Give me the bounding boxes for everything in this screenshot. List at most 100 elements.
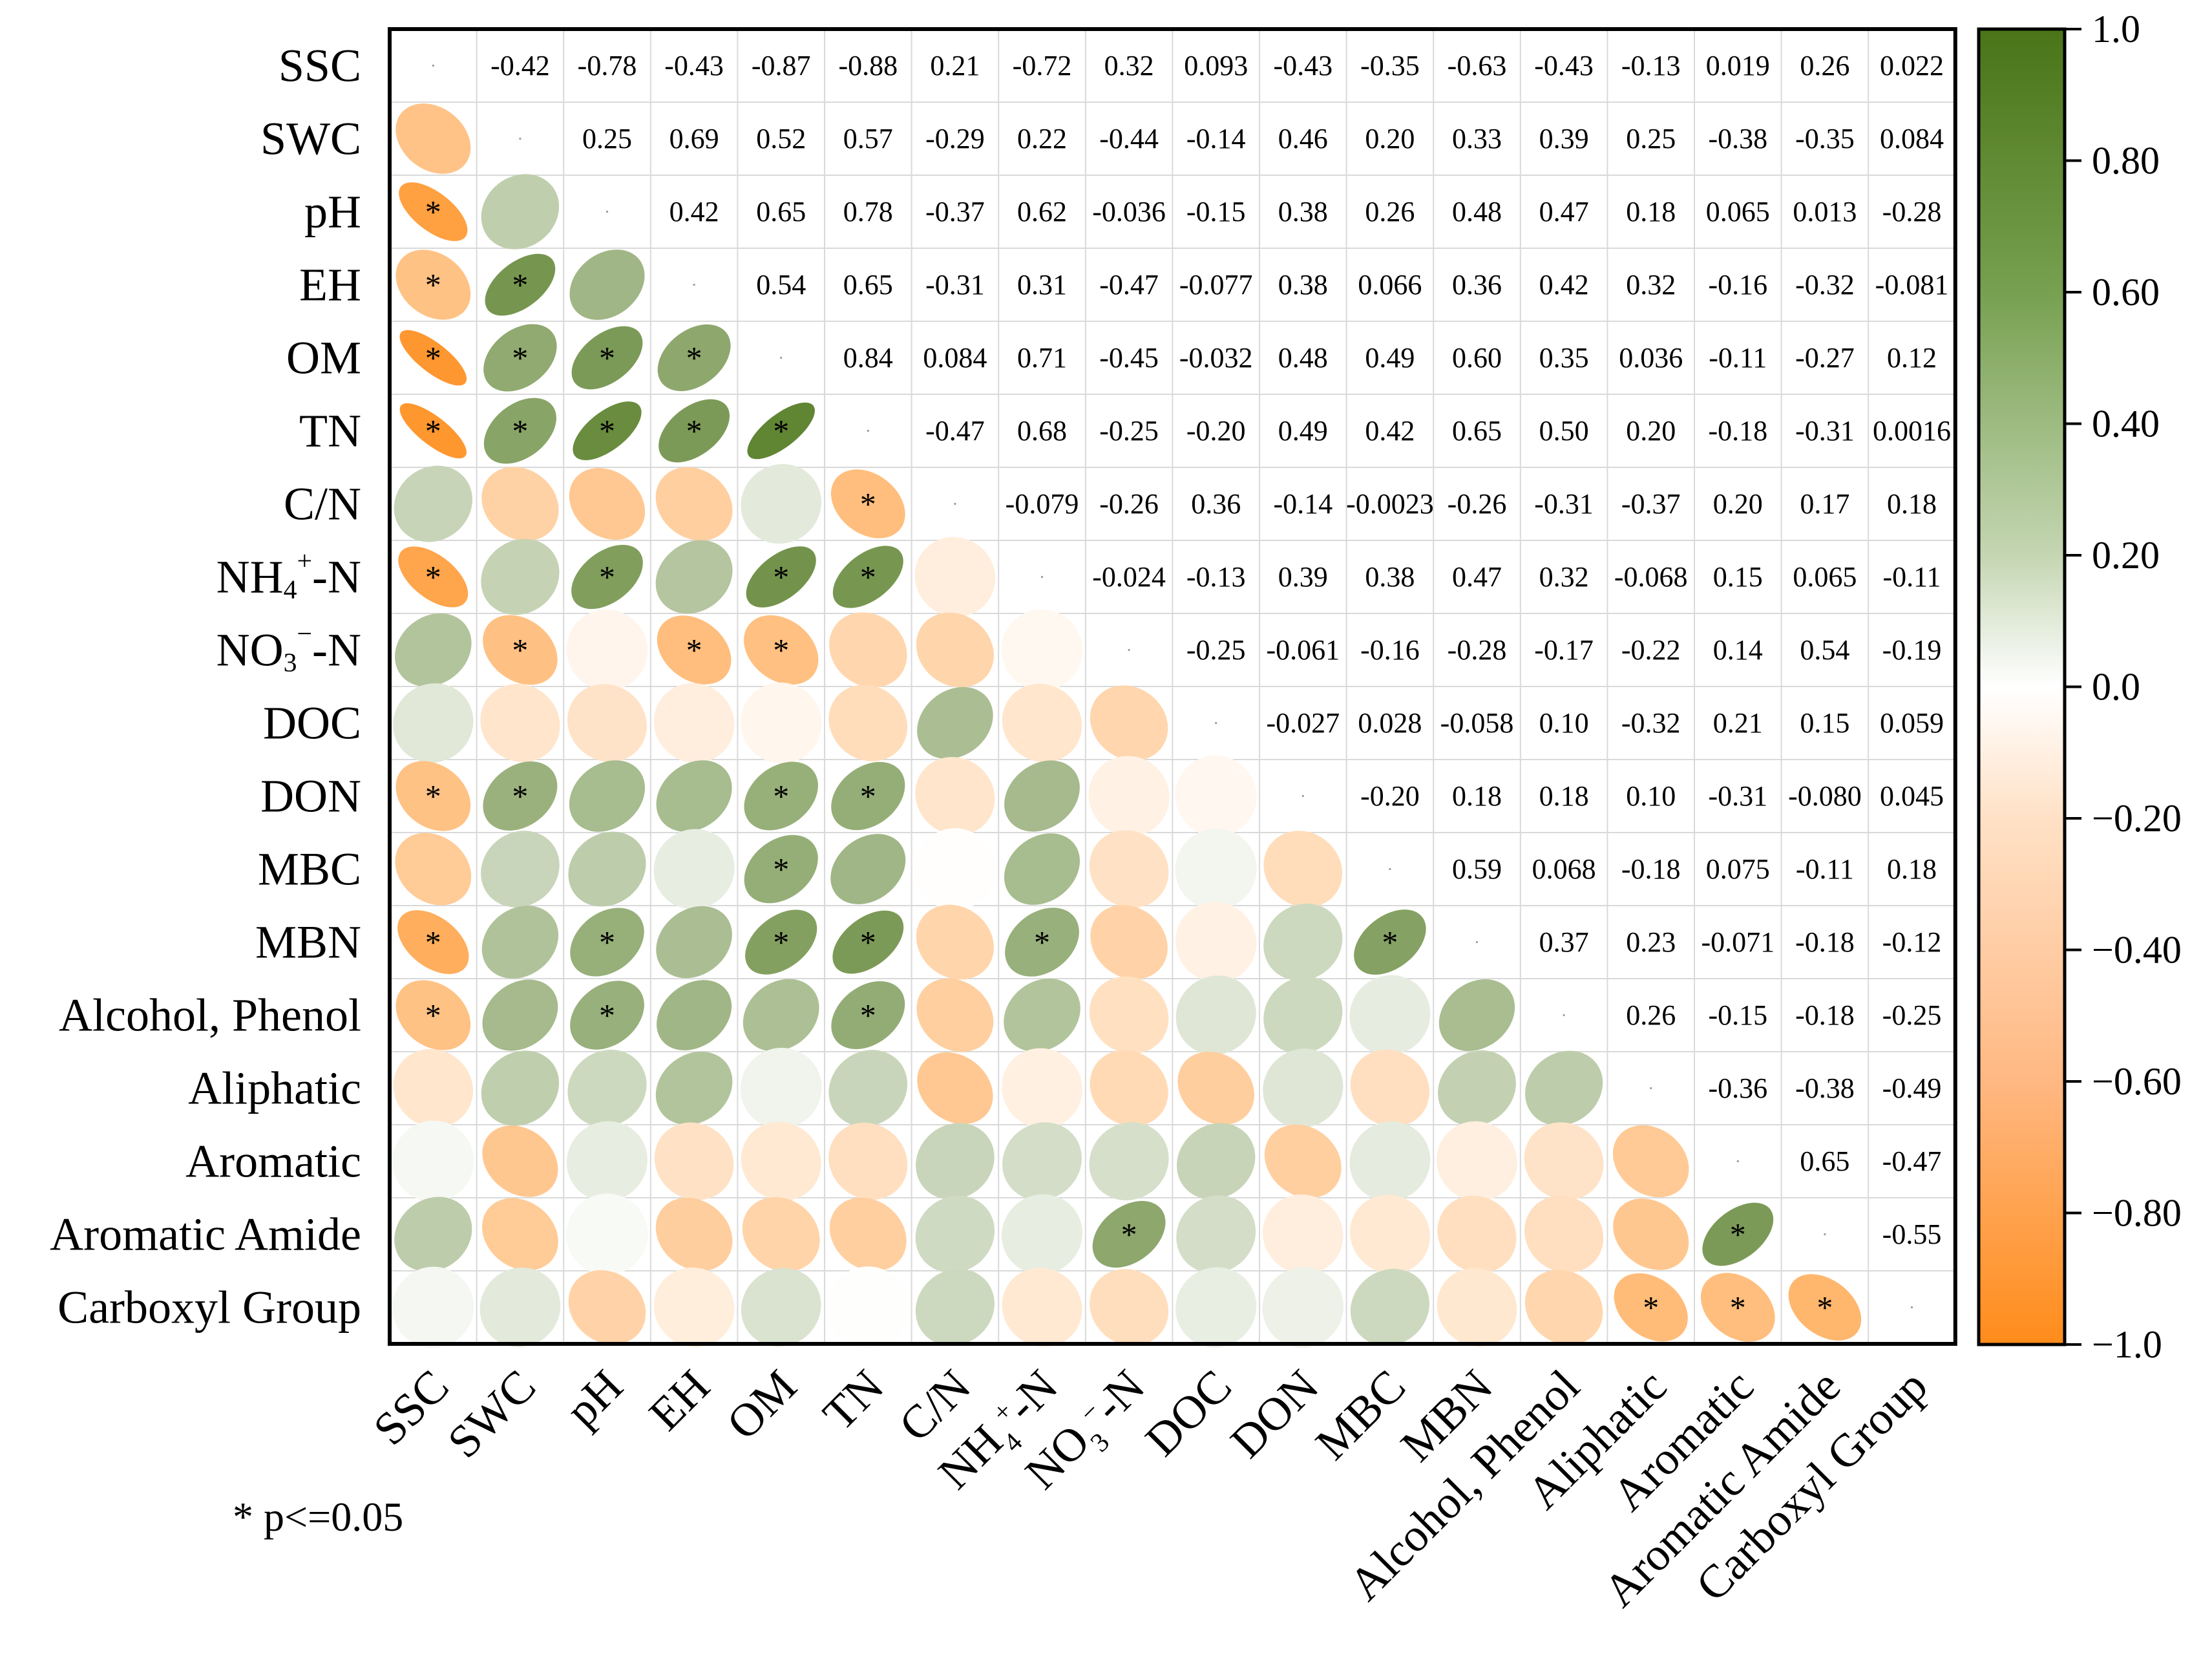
correlation-ellipse (399, 330, 467, 386)
significance-star: * (599, 413, 615, 449)
significance-star: * (773, 924, 789, 961)
correlation-value: -0.43 (664, 50, 724, 81)
correlation-ellipse (1349, 1195, 1430, 1274)
correlation-ellipse (1700, 1273, 1775, 1342)
correlation-value: 0.47 (1539, 196, 1589, 228)
significance-star: * (425, 559, 441, 595)
correlation-ellipse (398, 546, 469, 608)
diagonal-dot (432, 64, 434, 67)
correlation-value: -0.20 (1360, 780, 1420, 812)
correlation-ellipse (395, 250, 471, 320)
correlation-value: 0.065 (1793, 561, 1857, 593)
correlation-ellipse (1092, 1200, 1166, 1268)
correlation-ellipse (1525, 1050, 1603, 1126)
correlation-ellipse (916, 978, 994, 1052)
row-label: Aromatic Amide (50, 1209, 361, 1260)
correlation-ellipse (1438, 979, 1515, 1052)
correlation-value: 0.23 (1626, 926, 1676, 958)
correlation-value: -0.22 (1621, 634, 1681, 666)
correlation-ellipse (832, 546, 903, 608)
correlation-ellipse (744, 834, 818, 904)
correlation-ellipse (1524, 1122, 1604, 1200)
significance-star: * (599, 997, 615, 1034)
correlation-value: -0.31 (1534, 488, 1594, 520)
colorbar-tick-label: 0.80 (2092, 140, 2160, 182)
correlation-value: 0.38 (1365, 561, 1415, 593)
correlation-value: -0.25 (1186, 634, 1246, 666)
correlation-ellipse (1004, 760, 1080, 832)
colorbar-gradient (1977, 27, 2067, 1346)
correlation-value: 0.84 (843, 342, 893, 374)
significance-star: * (425, 267, 441, 303)
correlation-ellipse (395, 980, 471, 1050)
correlation-value: -0.72 (1013, 50, 1072, 81)
correlation-value: 0.60 (1452, 342, 1502, 374)
correlation-ellipse (1175, 902, 1257, 983)
correlation-ellipse (657, 980, 732, 1050)
correlation-ellipse (741, 1122, 821, 1201)
correlation-value: -0.35 (1360, 50, 1420, 81)
row-label: Carboxyl Group (58, 1282, 361, 1334)
correlation-value: -0.068 (1614, 561, 1688, 593)
correlation-value: 0.36 (1452, 269, 1502, 301)
correlation-value: 0.47 (1452, 561, 1502, 593)
correlation-value: 0.084 (1880, 123, 1944, 154)
significance-star: * (512, 632, 528, 668)
correlation-value: 0.12 (1887, 342, 1937, 374)
correlation-value: 0.26 (1800, 50, 1849, 81)
row-label: C/N (284, 478, 361, 530)
correlation-value: 0.31 (1017, 269, 1067, 301)
correlation-value: -0.20 (1186, 415, 1246, 447)
correlation-ellipse (569, 760, 646, 832)
diagonal-dot (1736, 1160, 1739, 1163)
correlation-ellipse (657, 324, 731, 392)
correlation-value: 0.045 (1880, 780, 1944, 812)
diagonal-dot (954, 502, 956, 505)
correlation-value: 0.25 (1626, 123, 1676, 154)
correlation-value: -0.36 (1708, 1072, 1767, 1104)
correlation-ellipse (1613, 1198, 1689, 1270)
correlation-ellipse (570, 908, 644, 977)
correlation-ellipse (481, 906, 559, 979)
correlation-value: 0.32 (1104, 50, 1154, 81)
correlation-ellipse (1002, 1122, 1082, 1200)
correlation-ellipse (741, 1268, 821, 1347)
correlation-ellipse (481, 467, 559, 541)
correlation-ellipse (1002, 1268, 1082, 1347)
correlation-value: -0.32 (1795, 269, 1855, 301)
correlation-ellipse (1089, 830, 1169, 908)
correlation-ellipse (1175, 975, 1256, 1055)
correlation-ellipse (480, 684, 560, 762)
correlation-ellipse (830, 469, 905, 538)
correlation-value: 0.20 (1626, 415, 1676, 447)
correlation-ellipse (566, 1193, 648, 1275)
correlation-ellipse (916, 612, 994, 688)
diagonal-dot (867, 429, 869, 432)
colorbar-tick-label: −0.20 (2092, 797, 2182, 840)
correlation-ellipse (1175, 1267, 1257, 1348)
correlation-ellipse (1176, 1195, 1256, 1273)
correlation-ellipse (1702, 1202, 1774, 1266)
column-label: SWC (437, 1360, 545, 1468)
correlation-value: 0.65 (756, 196, 806, 228)
diagonal-dot (1301, 794, 1304, 798)
correlation-ellipse (483, 615, 558, 685)
correlation-ellipse (741, 463, 821, 544)
correlation-value: -0.47 (1882, 1145, 1942, 1177)
correlation-value: 0.42 (1539, 269, 1589, 301)
colorbar-tick-label: 0.60 (2092, 271, 2160, 314)
row-label: SWC (260, 113, 361, 165)
correlation-ellipse (395, 761, 471, 831)
correlation-value: 0.39 (1539, 123, 1589, 154)
correlation-value: -0.036 (1092, 196, 1166, 228)
diagonal-dot (1475, 941, 1479, 944)
column-label: DON (1221, 1360, 1329, 1468)
correlation-value: -0.47 (925, 415, 985, 447)
correlation-ellipse (1437, 1268, 1517, 1347)
correlation-ellipse (655, 540, 733, 614)
correlation-value: 0.35 (1539, 342, 1589, 374)
significance-star: * (1730, 1290, 1746, 1326)
correlation-value: 0.15 (1800, 707, 1849, 739)
correlation-value: -0.18 (1708, 415, 1767, 447)
significance-star: * (512, 413, 528, 449)
